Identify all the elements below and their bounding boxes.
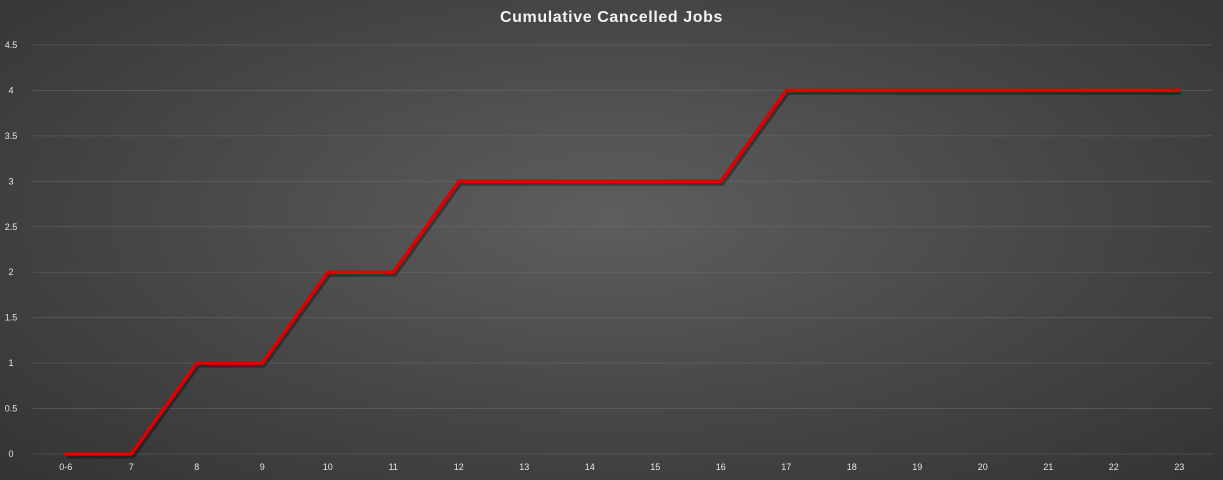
y-tick-label: 4.5 (5, 40, 18, 50)
series-line-0 (64, 88, 1182, 456)
y-tick-label: 0.5 (5, 404, 18, 414)
x-tick-label: 22 (1109, 462, 1119, 472)
x-tick-label: 12 (454, 462, 464, 472)
x-tick-label: 17 (781, 462, 791, 472)
y-tick-label: 1 (8, 358, 13, 368)
x-tick-label: 19 (912, 462, 922, 472)
x-tick-label: 13 (519, 462, 529, 472)
y-tick-label: 1.5 (5, 313, 18, 323)
series-line-shadow (67, 89, 1181, 459)
x-tick-label: 7 (129, 462, 134, 472)
gridlines (33, 44, 1212, 455)
x-tick-label: 15 (650, 462, 660, 472)
x-tick-label: 8 (194, 462, 199, 472)
y-axis-ticks: 0 0.5 1 1.5 2 2.5 3 3.5 4 4.5 (5, 40, 18, 459)
x-tick-label: 20 (978, 462, 988, 472)
x-tick-label: 14 (585, 462, 595, 472)
x-axis-ticks: 0-6 7 8 9 10 11 12 13 14 15 16 17 18 19 20 21 22 23 (59, 462, 1184, 472)
x-tick-label: 16 (716, 462, 726, 472)
x-tick-label: 11 (389, 462, 398, 472)
x-tick-label: 10 (323, 462, 333, 472)
x-tick-label: 18 (847, 462, 857, 472)
x-tick-label: 21 (1043, 462, 1053, 472)
y-tick-label: 4 (8, 85, 13, 95)
y-tick-label: 3.5 (5, 131, 18, 141)
chart-title: Cumulative Cancelled Jobs (499, 9, 724, 26)
x-tick-label: 0-6 (59, 462, 72, 472)
y-tick-label: 2 (8, 267, 13, 277)
y-tick-label: 3 (8, 176, 13, 186)
y-tick-label: 2.5 (5, 222, 18, 232)
series-layer (64, 88, 1182, 459)
y-tick-label: 0 (8, 449, 13, 459)
x-tick-label: 23 (1174, 462, 1184, 472)
x-tick-label: 9 (260, 462, 265, 472)
